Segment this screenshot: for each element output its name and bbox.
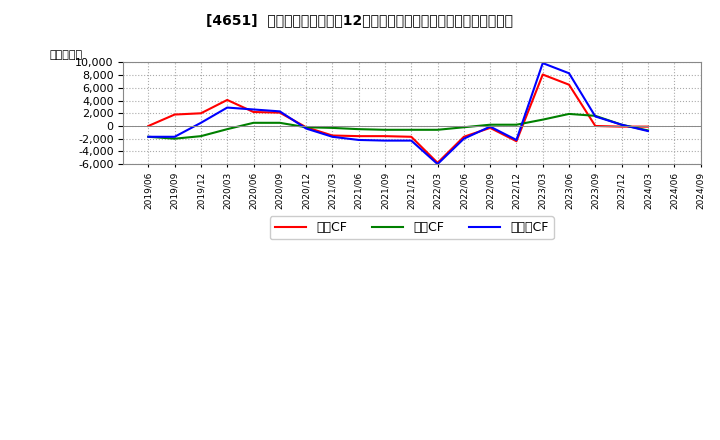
フリーCF bbox=[564, 71, 573, 76]
フリーCF bbox=[354, 137, 363, 143]
投資CF bbox=[407, 127, 415, 132]
投資CF bbox=[197, 133, 205, 139]
投資CF bbox=[249, 120, 258, 125]
投資CF bbox=[276, 120, 284, 125]
営業CF bbox=[564, 82, 573, 88]
営業CF bbox=[539, 72, 547, 77]
Legend: 営業CF, 投資CF, フリーCF: 営業CF, 投資CF, フリーCF bbox=[270, 216, 554, 239]
投資CF bbox=[591, 113, 600, 118]
営業CF bbox=[171, 112, 179, 117]
営業CF bbox=[276, 110, 284, 115]
フリーCF bbox=[644, 128, 652, 134]
フリーCF bbox=[539, 60, 547, 66]
フリーCF bbox=[302, 126, 310, 131]
営業CF bbox=[197, 110, 205, 116]
営業CF bbox=[144, 123, 153, 128]
営業CF bbox=[354, 133, 363, 139]
営業CF bbox=[591, 123, 600, 128]
フリーCF bbox=[197, 120, 205, 125]
投資CF bbox=[617, 122, 626, 127]
営業CF bbox=[223, 97, 232, 103]
フリーCF bbox=[617, 122, 626, 127]
フリーCF bbox=[249, 107, 258, 112]
営業CF bbox=[249, 110, 258, 115]
投資CF bbox=[512, 122, 521, 127]
投資CF bbox=[328, 125, 337, 131]
Line: 営業CF: 営業CF bbox=[148, 74, 648, 163]
営業CF bbox=[486, 125, 495, 131]
フリーCF bbox=[276, 109, 284, 114]
投資CF bbox=[433, 127, 442, 132]
フリーCF bbox=[328, 134, 337, 139]
フリーCF bbox=[171, 134, 179, 139]
Line: フリーCF: フリーCF bbox=[148, 63, 648, 164]
Text: [4651]  キャッシュフローの12か月移動合計の対前年同期増減額の推移: [4651] キャッシュフローの12か月移動合計の対前年同期増減額の推移 bbox=[207, 13, 513, 27]
投資CF bbox=[144, 134, 153, 139]
営業CF bbox=[459, 134, 468, 139]
投資CF bbox=[644, 128, 652, 133]
営業CF bbox=[328, 133, 337, 138]
投資CF bbox=[171, 136, 179, 141]
投資CF bbox=[302, 125, 310, 130]
営業CF bbox=[617, 124, 626, 129]
フリーCF bbox=[486, 124, 495, 129]
営業CF bbox=[302, 125, 310, 130]
投資CF bbox=[539, 117, 547, 122]
営業CF bbox=[644, 124, 652, 129]
投資CF bbox=[459, 125, 468, 130]
フリーCF bbox=[144, 134, 153, 139]
フリーCF bbox=[433, 161, 442, 167]
投資CF bbox=[381, 127, 390, 132]
フリーCF bbox=[223, 105, 232, 110]
フリーCF bbox=[459, 136, 468, 141]
営業CF bbox=[381, 133, 390, 139]
営業CF bbox=[407, 134, 415, 139]
フリーCF bbox=[381, 138, 390, 143]
投資CF bbox=[354, 127, 363, 132]
投資CF bbox=[486, 122, 495, 127]
投資CF bbox=[223, 127, 232, 132]
営業CF bbox=[512, 139, 521, 144]
フリーCF bbox=[512, 137, 521, 143]
Line: 投資CF: 投資CF bbox=[148, 114, 648, 139]
フリーCF bbox=[407, 138, 415, 143]
投資CF bbox=[564, 111, 573, 117]
営業CF bbox=[433, 160, 442, 165]
Y-axis label: （百万円）: （百万円） bbox=[49, 51, 82, 60]
フリーCF bbox=[591, 114, 600, 119]
